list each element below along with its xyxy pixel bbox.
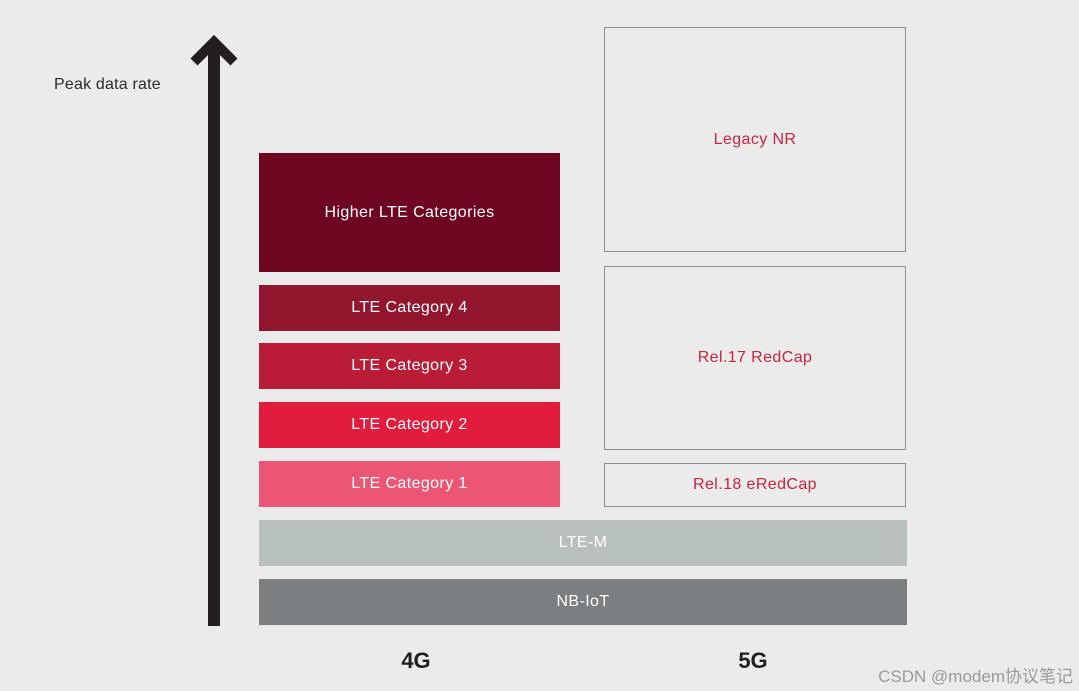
generation-label-4g: 4G <box>401 648 431 673</box>
block-lte-category-3: LTE Category 3 <box>259 343 560 389</box>
block-label: Rel.18 eRedCap <box>693 476 817 493</box>
block-lte-m: LTE-M <box>259 520 907 566</box>
generation-label-5g: 5G <box>738 648 768 673</box>
arrow-shaft <box>208 48 220 626</box>
arrow-head <box>190 34 238 66</box>
block-label: LTE-M <box>558 534 608 551</box>
block-label: Legacy NR <box>713 130 797 148</box>
axis-label: Peak data rate <box>54 76 161 93</box>
block-rel18-eredcap: Rel.18 eRedCap <box>604 463 906 507</box>
block-legacy-nr: Legacy NR <box>604 27 906 252</box>
block-label: LTE Category 2 <box>351 416 468 433</box>
watermark: CSDN @modem协议笔记 <box>878 667 1073 686</box>
block-label: Higher LTE Categories <box>324 203 495 221</box>
block-nb-iot: NB-IoT <box>259 579 907 625</box>
block-label: LTE Category 3 <box>351 357 468 374</box>
block-rel17-redcap: Rel.17 RedCap <box>604 266 906 450</box>
block-label: LTE Category 1 <box>351 475 468 492</box>
block-lte-category-4: LTE Category 4 <box>259 285 560 331</box>
block-lte-category-1: LTE Category 1 <box>259 461 560 507</box>
block-label: NB-IoT <box>556 593 610 610</box>
block-label: Rel.17 RedCap <box>697 349 813 366</box>
block-label: LTE Category 4 <box>351 299 468 316</box>
peak-rate-arrow <box>190 34 238 626</box>
block-higher-lte-categories: Higher LTE Categories <box>259 153 560 272</box>
block-lte-category-2: LTE Category 2 <box>259 402 560 448</box>
